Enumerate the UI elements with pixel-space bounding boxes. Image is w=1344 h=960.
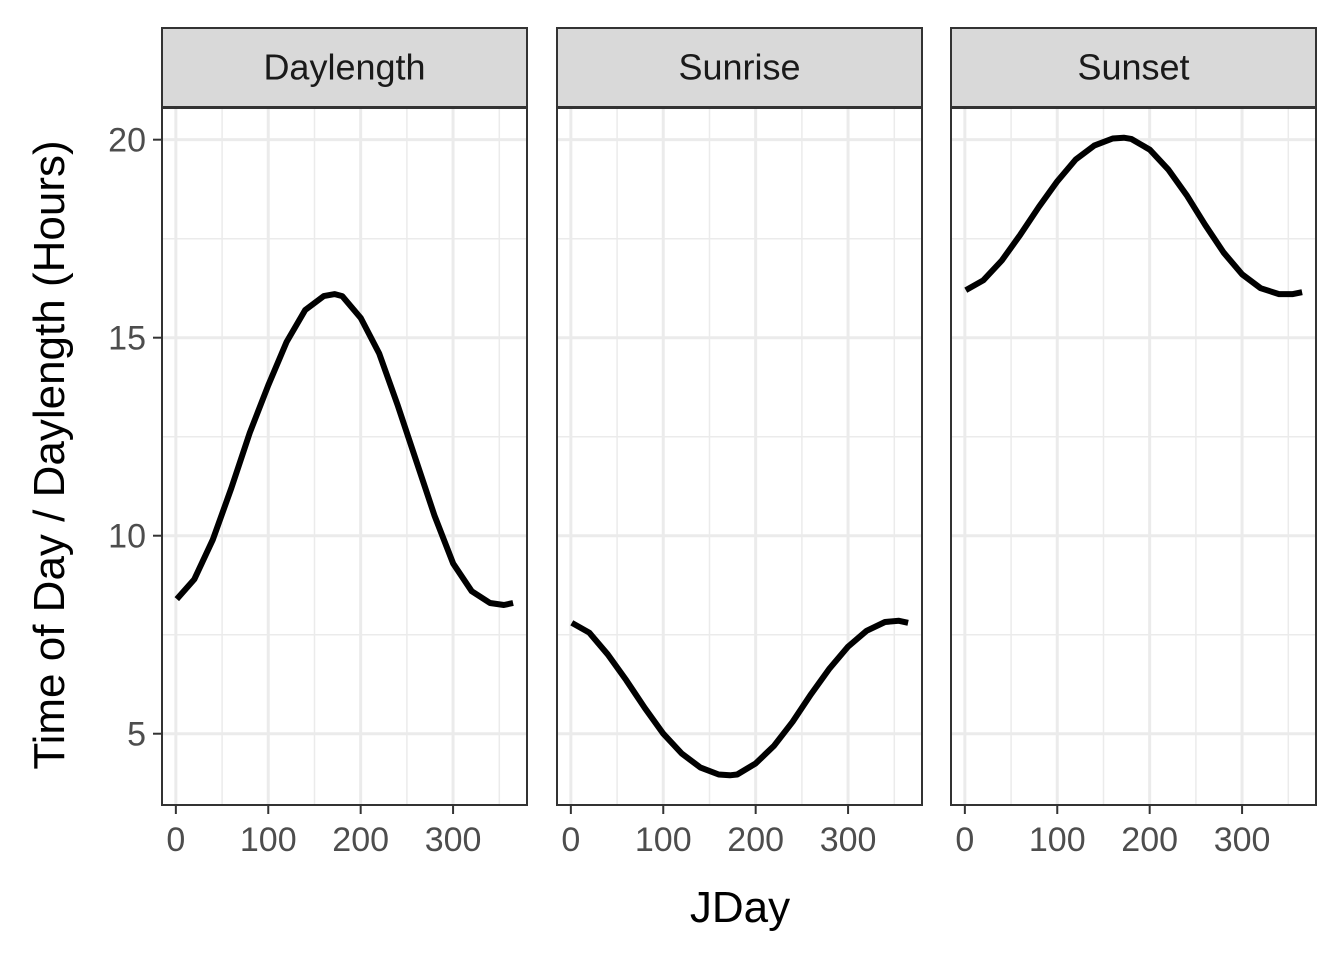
x-tick-label: 300 — [425, 821, 482, 859]
y-axis-title: Time of Day / Daylength (Hours) — [25, 140, 74, 769]
x-tick-label: 0 — [166, 821, 185, 859]
panel-background — [557, 108, 922, 805]
x-tick-label: 200 — [332, 821, 389, 859]
y-tick-label: 5 — [127, 716, 146, 754]
x-tick-label: 200 — [1121, 821, 1178, 859]
x-tick-label: 100 — [1029, 821, 1086, 859]
panel-background — [951, 108, 1316, 805]
strip-background — [556, 27, 923, 108]
x-tick-label: 300 — [820, 821, 877, 859]
x-tick-label: 200 — [727, 821, 784, 859]
x-tick-label: 100 — [240, 821, 297, 859]
facet-panel-daylength: Daylength 0 100 200 300 5 10 15 20 — [108, 27, 528, 859]
facet-panel-sunset: Sunset 0 100 200 300 — [950, 27, 1317, 859]
series-line-sunset — [964, 134, 1303, 298]
strip-label-daylength: Daylength — [263, 47, 425, 88]
strip-label-sunrise: Sunrise — [678, 47, 800, 88]
strip-background — [161, 27, 528, 108]
y-tick-label: 20 — [108, 122, 146, 160]
y-tick-label: 10 — [108, 518, 146, 556]
x-tick-label: 0 — [561, 821, 580, 859]
series-line-daylength — [174, 291, 514, 608]
x-tick-label: 300 — [1214, 821, 1271, 859]
series-line-sunrise — [570, 617, 909, 779]
panel-background — [162, 108, 527, 805]
panels-layer: Daylength 0 100 200 300 5 10 15 20 Sunrise 0 100 200… — [108, 27, 1317, 859]
x-tick-label: 100 — [635, 821, 692, 859]
strip-background — [950, 27, 1317, 108]
x-tick-label: 0 — [955, 821, 974, 859]
y-tick-label: 15 — [108, 320, 146, 358]
x-axis-title: JDay — [690, 883, 790, 932]
strip-label-sunset: Sunset — [1077, 47, 1189, 88]
facet-panel-sunrise: Sunrise 0 100 200 300 — [556, 27, 923, 859]
